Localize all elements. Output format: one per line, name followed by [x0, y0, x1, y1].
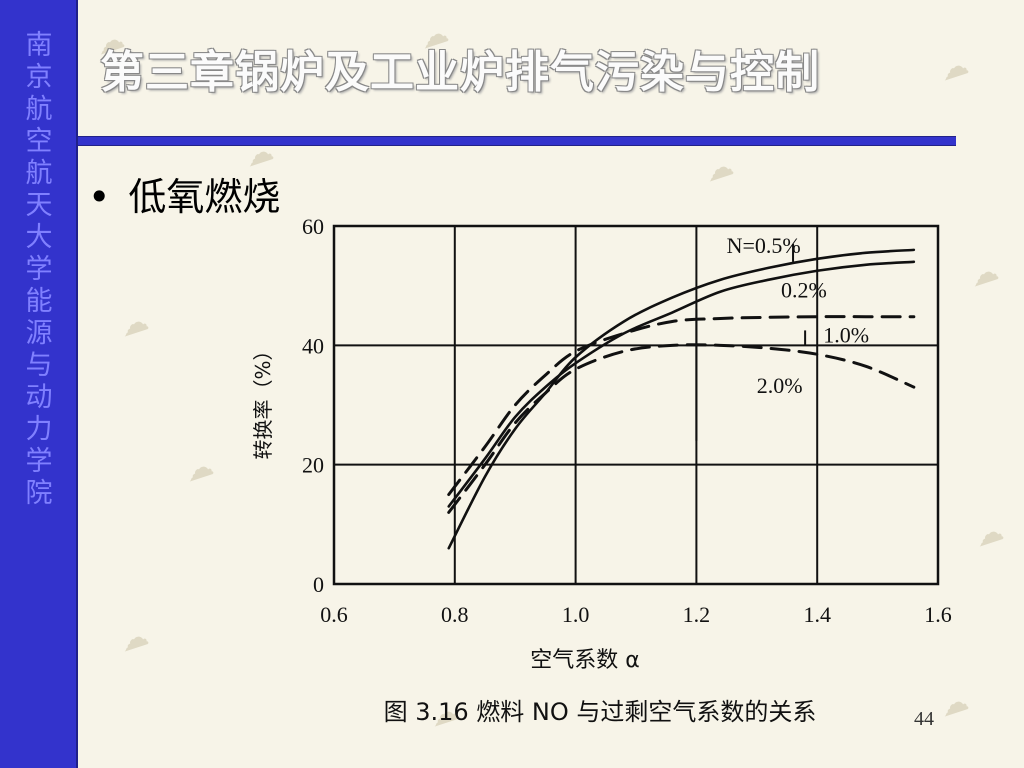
- bullet-dot-icon: •: [88, 175, 111, 219]
- bullet-item: • 低氧燃烧: [88, 166, 280, 221]
- page-number: 44: [914, 708, 934, 730]
- sidebar-college-name: 南京航空航天大学能源与动力学院: [25, 30, 53, 509]
- bullet-text: 低氧燃烧: [128, 175, 281, 219]
- sidebar: 南京航空航天大学能源与动力学院: [0, 0, 78, 768]
- cloud-pattern-icon: ☁: [425, 693, 463, 734]
- title-divider: [78, 136, 956, 146]
- cloud-pattern-icon: ☁: [115, 303, 153, 344]
- cloud-pattern-icon: ☁: [115, 618, 153, 659]
- cloud-pattern-icon: ☁: [700, 148, 738, 189]
- cloud-pattern-icon: ☁: [935, 683, 973, 724]
- cloud-pattern-icon: ☁: [180, 448, 218, 489]
- cloud-pattern-icon: ☁: [970, 513, 1008, 554]
- cloud-pattern-icon: ☁: [965, 253, 1003, 294]
- page-title: 第三章锅炉及工业炉排气污染与控制: [100, 47, 820, 98]
